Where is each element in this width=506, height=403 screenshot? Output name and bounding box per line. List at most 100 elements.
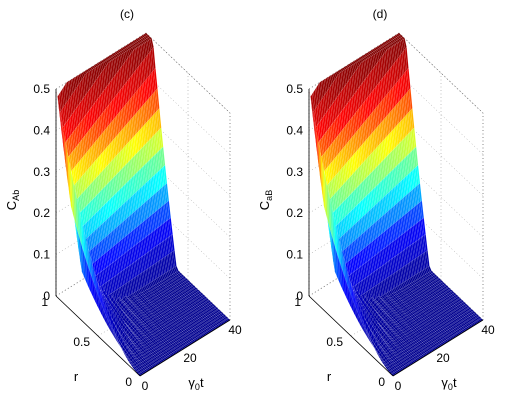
surface-patch xyxy=(119,333,123,339)
surface-patch xyxy=(189,325,194,329)
surface-patch xyxy=(356,67,360,89)
y-tick-label: 0.5 xyxy=(73,335,90,349)
surface-patch xyxy=(138,85,143,108)
surface-patch xyxy=(398,200,403,219)
surface-patch xyxy=(126,305,131,309)
surface-patch xyxy=(126,301,130,306)
surface-patch xyxy=(145,200,150,219)
surface-patch xyxy=(119,54,124,67)
surface-patch xyxy=(113,329,117,339)
surface-patch xyxy=(113,57,118,75)
surface-patch xyxy=(142,294,147,297)
chart-title: (c) xyxy=(120,7,134,21)
surface-patch xyxy=(165,340,170,344)
surface-patch xyxy=(165,271,170,278)
surface-patch xyxy=(152,326,157,331)
surface-patch xyxy=(136,338,141,342)
surface-patch xyxy=(127,180,131,199)
surface-patch xyxy=(128,298,133,302)
surface-patch xyxy=(139,337,144,341)
y-axis xyxy=(55,295,141,377)
surface-patch xyxy=(158,311,163,315)
surface-patch xyxy=(131,295,136,300)
surface-patch xyxy=(127,337,131,342)
surface-patch xyxy=(163,335,168,339)
surface-patch xyxy=(394,60,399,83)
surface-patch xyxy=(103,297,108,303)
surface-patch xyxy=(391,85,396,108)
surface-patch xyxy=(126,57,130,81)
surface-patch xyxy=(144,305,149,308)
surface-patch xyxy=(167,339,172,343)
surface-patch xyxy=(143,323,148,327)
surface-patch xyxy=(147,327,152,331)
surface-patch xyxy=(140,41,145,45)
surface-patch xyxy=(130,297,135,302)
surface-patch xyxy=(85,259,90,290)
surface-patch xyxy=(385,93,390,115)
surface-patch xyxy=(144,337,149,341)
surface-patch xyxy=(132,358,137,363)
surface-patch xyxy=(142,367,146,371)
surface-patch xyxy=(405,69,410,93)
surface-patch xyxy=(127,332,132,338)
surface-patch xyxy=(143,366,148,370)
surface-patch xyxy=(368,56,372,73)
surface-patch xyxy=(143,311,148,315)
surface-patch xyxy=(148,320,153,324)
z-axis-label: CAb xyxy=(4,190,21,210)
surface-patch xyxy=(137,108,142,130)
surface-patch xyxy=(171,267,176,274)
x-axis-label: γ0t xyxy=(188,375,204,392)
surface-patch xyxy=(151,331,156,335)
surface-patch xyxy=(123,296,128,300)
surface-patch xyxy=(398,38,402,42)
surface-patch xyxy=(124,313,129,318)
surface-patch xyxy=(333,99,338,120)
surface-patch xyxy=(79,101,83,122)
surface-patch xyxy=(351,73,356,96)
surface-patch xyxy=(133,335,137,340)
surface-patch xyxy=(156,346,161,350)
surface-patch xyxy=(167,330,172,334)
surface-patch xyxy=(153,347,158,351)
surface-patch xyxy=(141,314,145,319)
surface-patch xyxy=(139,359,144,363)
surface-patch xyxy=(155,88,160,111)
y-tick-label: 1 xyxy=(41,295,48,309)
surface-patch xyxy=(135,320,140,325)
surface-patch xyxy=(354,69,359,91)
surface-patch xyxy=(84,233,89,266)
surface-patch xyxy=(71,112,76,132)
surface-patch xyxy=(129,326,134,331)
surface-patch xyxy=(146,333,151,337)
surface-patch xyxy=(168,338,173,342)
surface-patch xyxy=(155,349,160,353)
surface-patch xyxy=(137,357,142,361)
surface-patch xyxy=(152,324,156,328)
surface-patch xyxy=(127,358,132,362)
surface-patch xyxy=(124,354,129,359)
surface-patch xyxy=(132,324,137,328)
surface-patch xyxy=(129,348,134,352)
surface-patch xyxy=(353,71,357,93)
surface-patch xyxy=(345,82,350,104)
surface-patch xyxy=(311,91,316,112)
surface-patch xyxy=(144,32,149,36)
surface-patch xyxy=(143,144,147,165)
surface-patch xyxy=(110,179,114,198)
surface xyxy=(55,32,231,377)
z-tick-label: 0.4 xyxy=(33,123,50,137)
surface-patch xyxy=(142,33,147,37)
x-tick-label: 40 xyxy=(228,323,242,337)
surface-patch xyxy=(152,336,157,340)
surface-patch xyxy=(129,293,134,298)
surface-patch xyxy=(139,312,143,317)
surface-patch xyxy=(212,311,217,315)
surface-patch xyxy=(130,195,135,214)
surface-patch xyxy=(402,73,407,96)
surface-patch xyxy=(170,268,175,275)
surface-patch xyxy=(103,308,107,325)
surface-patch xyxy=(133,306,138,310)
surface-patch xyxy=(409,190,414,210)
